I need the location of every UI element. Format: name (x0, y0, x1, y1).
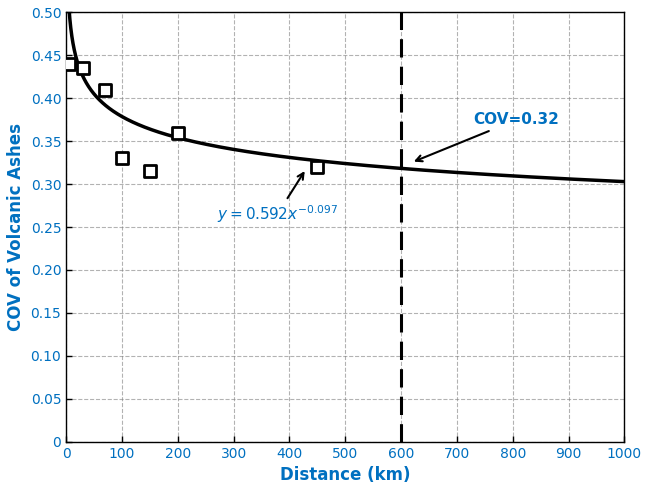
Text: $y = 0.592x^{-0.097}$: $y = 0.592x^{-0.097}$ (217, 173, 338, 225)
Point (100, 86, 110, 94)
Y-axis label: COV of Volcanic Ashes: COV of Volcanic Ashes (7, 123, 25, 331)
Point (312, 163, 323, 171)
Point (78, 64, 88, 72)
Point (145, 167, 155, 175)
Point (117, 155, 127, 163)
Point (64, 60, 74, 68)
X-axis label: Distance (km): Distance (km) (280, 466, 411, 484)
Point (173, 129, 183, 136)
Text: COV=0.32: COV=0.32 (416, 112, 559, 161)
